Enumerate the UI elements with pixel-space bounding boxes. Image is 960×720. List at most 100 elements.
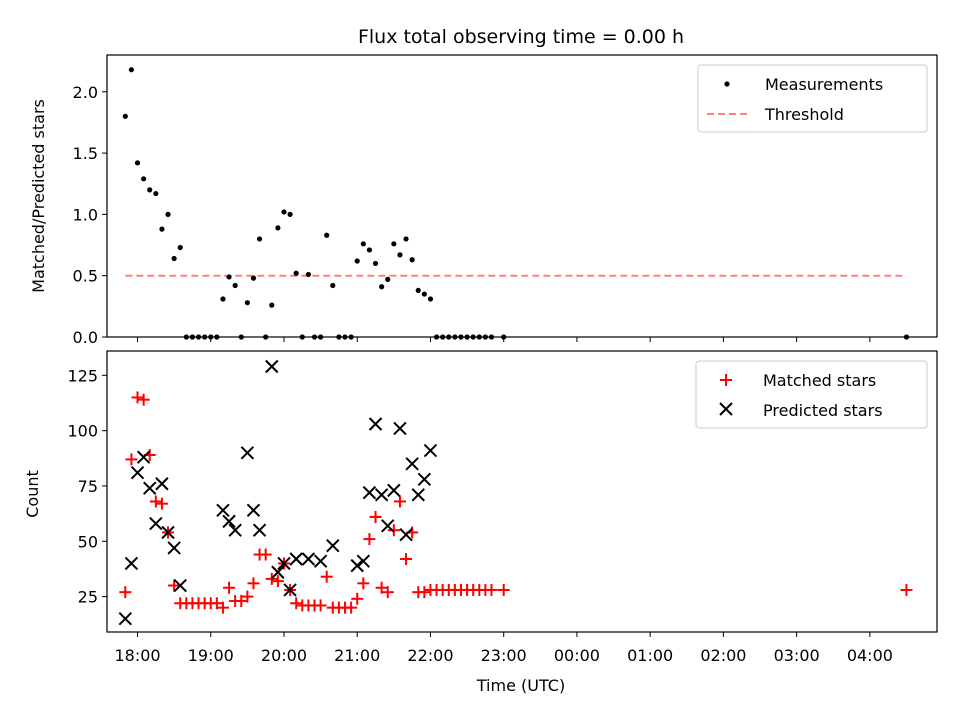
top-legend-box [697,64,928,133]
bottom-y-ticks: 25 50 75 100 125 [67,366,107,607]
predicted-star-point [381,519,395,533]
matched-star-point [271,575,284,588]
predicted-star-point [423,443,438,458]
matched-star-point [247,577,260,590]
measurement-point [360,241,366,247]
predicted-star-point [252,523,267,537]
xtick-label: 19:00 [188,646,234,665]
measurement-point [330,282,336,289]
top-ytick-label: 1.0 [73,205,98,224]
matched-star-point [235,595,248,608]
predicted-star-point [228,523,242,537]
bottom-ytick-label: 50 [78,532,98,551]
matched-star-point [223,581,236,594]
measurement-point [427,296,434,302]
predicted-star-point [368,417,383,431]
bottom-axes-frame [106,350,938,633]
predicted-star-point [124,556,139,571]
xtick-label: 20:00 [261,646,307,665]
predicted-star-point [374,488,389,502]
top-ytick-label: 2.0 [73,83,98,102]
predicted-star-point [167,541,181,555]
predicted-star-point [411,488,425,502]
measurement-point [391,241,397,247]
matched-star-point [357,577,370,590]
measurement-point [153,190,159,197]
measurement-point [287,211,293,217]
predicted-star-point [118,612,133,626]
matched-star-point [351,592,364,605]
measurement-point [122,113,128,119]
matched-star-point [387,524,400,537]
measurement-point [226,274,232,280]
measurement-point [366,247,373,253]
matched-star-point [363,533,376,546]
predicted-star-point [301,552,316,566]
top-ytick-label: 0.0 [73,328,98,347]
predicted-star-point [240,446,255,460]
predicted-star-point [271,565,285,579]
predicted-star-point [216,503,230,518]
matched-star-point [149,495,162,508]
predicted-star-point [155,477,169,491]
matched-star-point [241,590,254,603]
xtick-label: 00:00 [554,646,600,665]
bottom-ytick-label: 25 [78,588,98,607]
matched-star-point [345,601,358,614]
predicted-star-point [326,539,340,553]
measurement-point [421,291,427,297]
predicted-star-point [283,583,297,597]
predicted-star-point [149,516,163,531]
predicted-star-point [393,421,407,436]
predicted-star-point [350,558,364,573]
xtick-label: 23:00 [481,646,527,665]
measurement-point [281,209,287,215]
measurement-point [403,236,409,242]
matched-star-point [485,583,498,596]
measurement-point [232,282,238,289]
matched-star-point [375,581,388,594]
bottom-y-axis-label: Count [23,470,42,518]
predicted-star-point [387,483,401,498]
top-legend: Measurements Threshold [697,64,928,133]
top-ytick-label: 0.5 [73,267,98,286]
measurement-point [250,275,257,281]
matched-star-point [125,453,138,466]
xtick-label: 01:00 [627,646,673,665]
chart-title: Flux total observing time = 0.00 h [358,26,684,48]
measurement-point [128,67,135,73]
matched-star-point [369,510,382,523]
xtick-label: 22:00 [407,646,453,665]
top-ytick-label: 1.5 [73,144,98,163]
predicted-star-point [173,578,187,593]
predicted-star-point [356,554,371,568]
legend-threshold-label: Threshold [764,105,844,124]
measurement-point [379,284,385,290]
matched-star-point [265,572,278,585]
x-axis-label: Time (UTC) [476,676,565,695]
matched-star-point [400,552,413,565]
predicted-star-point [161,525,175,540]
matched-star-point [314,599,327,612]
measurement-point [171,255,177,262]
top-y-ticks: 0.0 0.5 1.0 1.5 2.0 [73,83,107,347]
legend-predicted-label: Predicted stars [763,401,883,420]
legend-matched-marker [720,374,732,386]
matched-star-point [131,391,144,404]
matched-star-point [210,597,223,610]
legend-measurements-label: Measurements [765,75,883,94]
matched-star-point [393,495,406,508]
predicted-star-point [222,514,236,529]
measurement-point [354,258,360,264]
matched-star-point [168,579,181,592]
measurement-point [177,244,183,251]
measurement-point [409,257,415,263]
matched-star-point [900,583,913,596]
legend-predicted-marker [719,402,733,416]
matched-star-point [497,583,510,596]
measurement-point [385,276,391,282]
predicted-star-point [405,457,419,471]
predicted-star-point [136,450,151,464]
measurement-point [147,187,153,193]
measurement-point [159,226,165,232]
